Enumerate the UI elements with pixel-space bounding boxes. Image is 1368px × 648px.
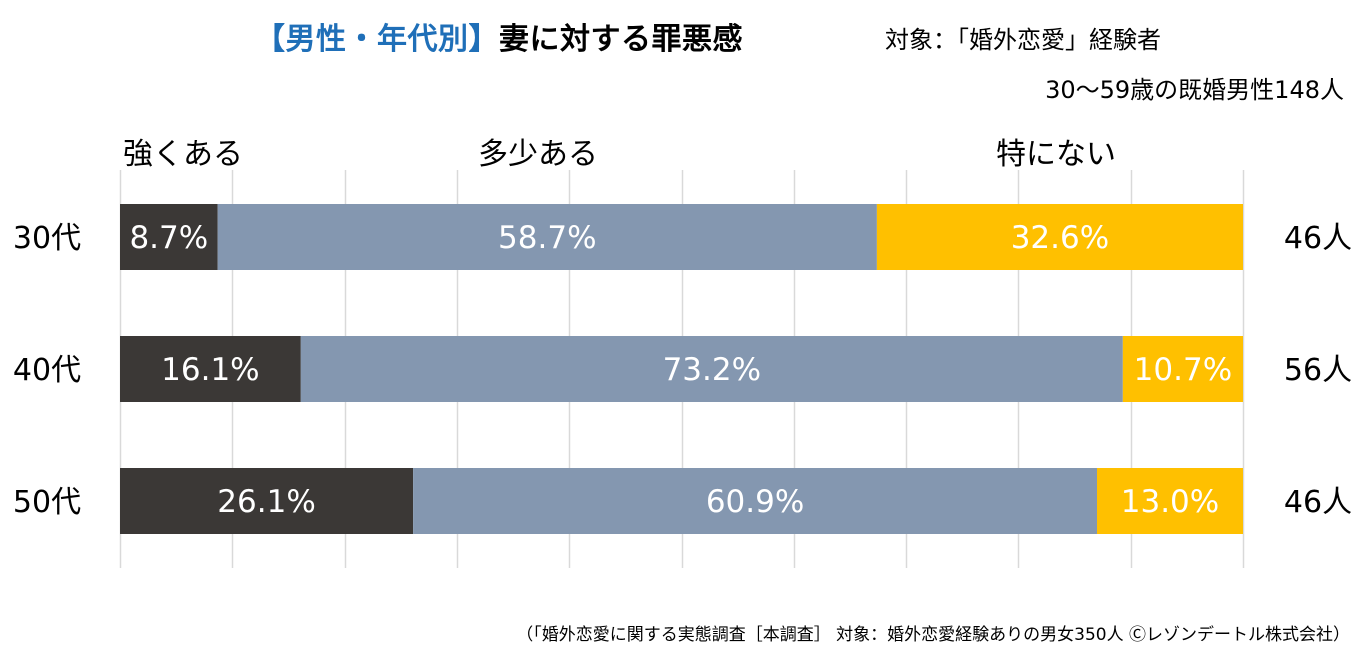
- title-prefix: 【男性・年代別】: [255, 22, 499, 57]
- data-label: 58.7%: [498, 220, 596, 256]
- legend-label: 多少ある: [478, 137, 598, 172]
- data-label: 26.1%: [217, 484, 315, 520]
- category-label: 40代: [13, 353, 81, 388]
- count-label: 46人: [1284, 221, 1352, 256]
- data-label: 10.7%: [1134, 352, 1232, 388]
- bar-segment: [120, 204, 218, 270]
- count-label: 46人: [1284, 485, 1352, 520]
- data-label: 8.7%: [129, 220, 208, 256]
- bar-segment: [120, 336, 301, 402]
- bar-segment: [1097, 468, 1243, 534]
- count-label: 56人: [1284, 353, 1352, 388]
- bar-segment: [300, 336, 1123, 402]
- bar-segment: [120, 468, 414, 534]
- source-note: （「婚外恋愛に関する実態調査［本調査］ 対象：婚外恋愛経験ありの男女350人 Ⓒ…: [516, 625, 1350, 645]
- subject-line-2: 30〜59歳の既婚男性148人: [1045, 76, 1344, 104]
- title-main: 妻に対する罪悪感: [499, 22, 743, 57]
- data-label: 73.2%: [663, 352, 761, 388]
- bar-segment: [1122, 336, 1243, 402]
- data-label: 60.9%: [706, 484, 804, 520]
- data-label: 16.1%: [161, 352, 259, 388]
- legend-label: 特にない: [996, 137, 1116, 172]
- data-label: 32.6%: [1011, 220, 1109, 256]
- bar-segment: [413, 468, 1098, 534]
- data-label: 13.0%: [1121, 484, 1219, 520]
- chart-title: 【男性・年代別】妻に対する罪悪感: [255, 14, 743, 58]
- bar-segment: [217, 204, 877, 270]
- category-label: 30代: [13, 221, 81, 256]
- subject-line-1: 対象：「婚外恋愛」経験者: [885, 26, 1161, 54]
- bar-segment: [876, 204, 1243, 270]
- category-label: 50代: [13, 485, 81, 520]
- legend-label: 強くある: [123, 137, 243, 172]
